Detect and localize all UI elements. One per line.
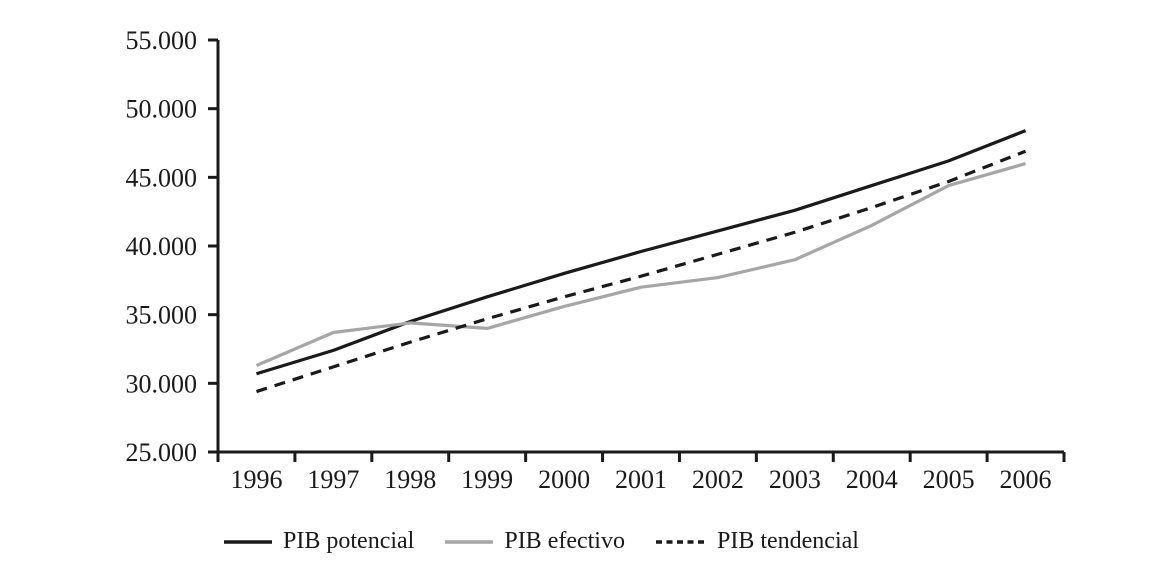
y-axis-tick-label: 35.000 [126,301,198,330]
x-axis-tick-label: 1997 [307,465,359,494]
series-line-pib-potencial [255,129,1027,376]
y-axis-tick-label: 45.000 [126,163,198,192]
series-line-pib-tendencial [255,149,1027,394]
x-axis-tick-label: 2001 [615,465,667,494]
x-axis-tick-label: 1996 [230,465,282,494]
legend-label-pib-potencial: PIB potencial [283,528,415,554]
legend-label-pib-tendencial: PIB tendencial [716,528,859,554]
legend-item-pib-potencial: PIB potencial [223,528,414,555]
legend-swatch-solid-line-icon [445,539,494,544]
x-axis-tick-label: 2005 [923,465,975,494]
legend-swatch-dotted-line-icon [655,539,706,544]
y-axis-tick-label: 30.000 [126,369,198,398]
x-axis-tick-label: 1998 [384,465,436,494]
line-chart: 25.000 30.000 35.000 40.000 45.000 50.000 55.0… [126,26,1066,494]
y-axis-tick-label: 55.000 [126,26,198,55]
y-axis-tick-label: 50.000 [126,95,198,124]
x-axis-tick-label: 2004 [846,465,898,494]
legend-item-pib-tendencial: PIB tendencial [655,528,859,555]
y-axis-tick-label: 40.000 [126,232,198,261]
y-axis-tick-label: 25.000 [126,438,198,467]
axis-lines [216,40,1064,454]
legend-swatch-solid-line-icon [224,539,273,544]
x-axis-tick-label: 2006 [1000,465,1052,494]
legend-label-pib-efectivo: PIB efectivo [504,528,625,554]
x-axis-tick-label: 2003 [769,465,821,494]
x-axis-tick-label: 2000 [538,465,590,494]
series-line-pib-efectivo [255,162,1026,367]
x-axis-tick-label: 2002 [692,465,744,494]
x-axis-tick-label: 1999 [461,465,513,494]
legend-item-pib-efectivo: PIB efectivo [444,528,625,555]
chart-legend: PIB potencial PIB efectivo PIB tendencia… [0,528,1127,555]
